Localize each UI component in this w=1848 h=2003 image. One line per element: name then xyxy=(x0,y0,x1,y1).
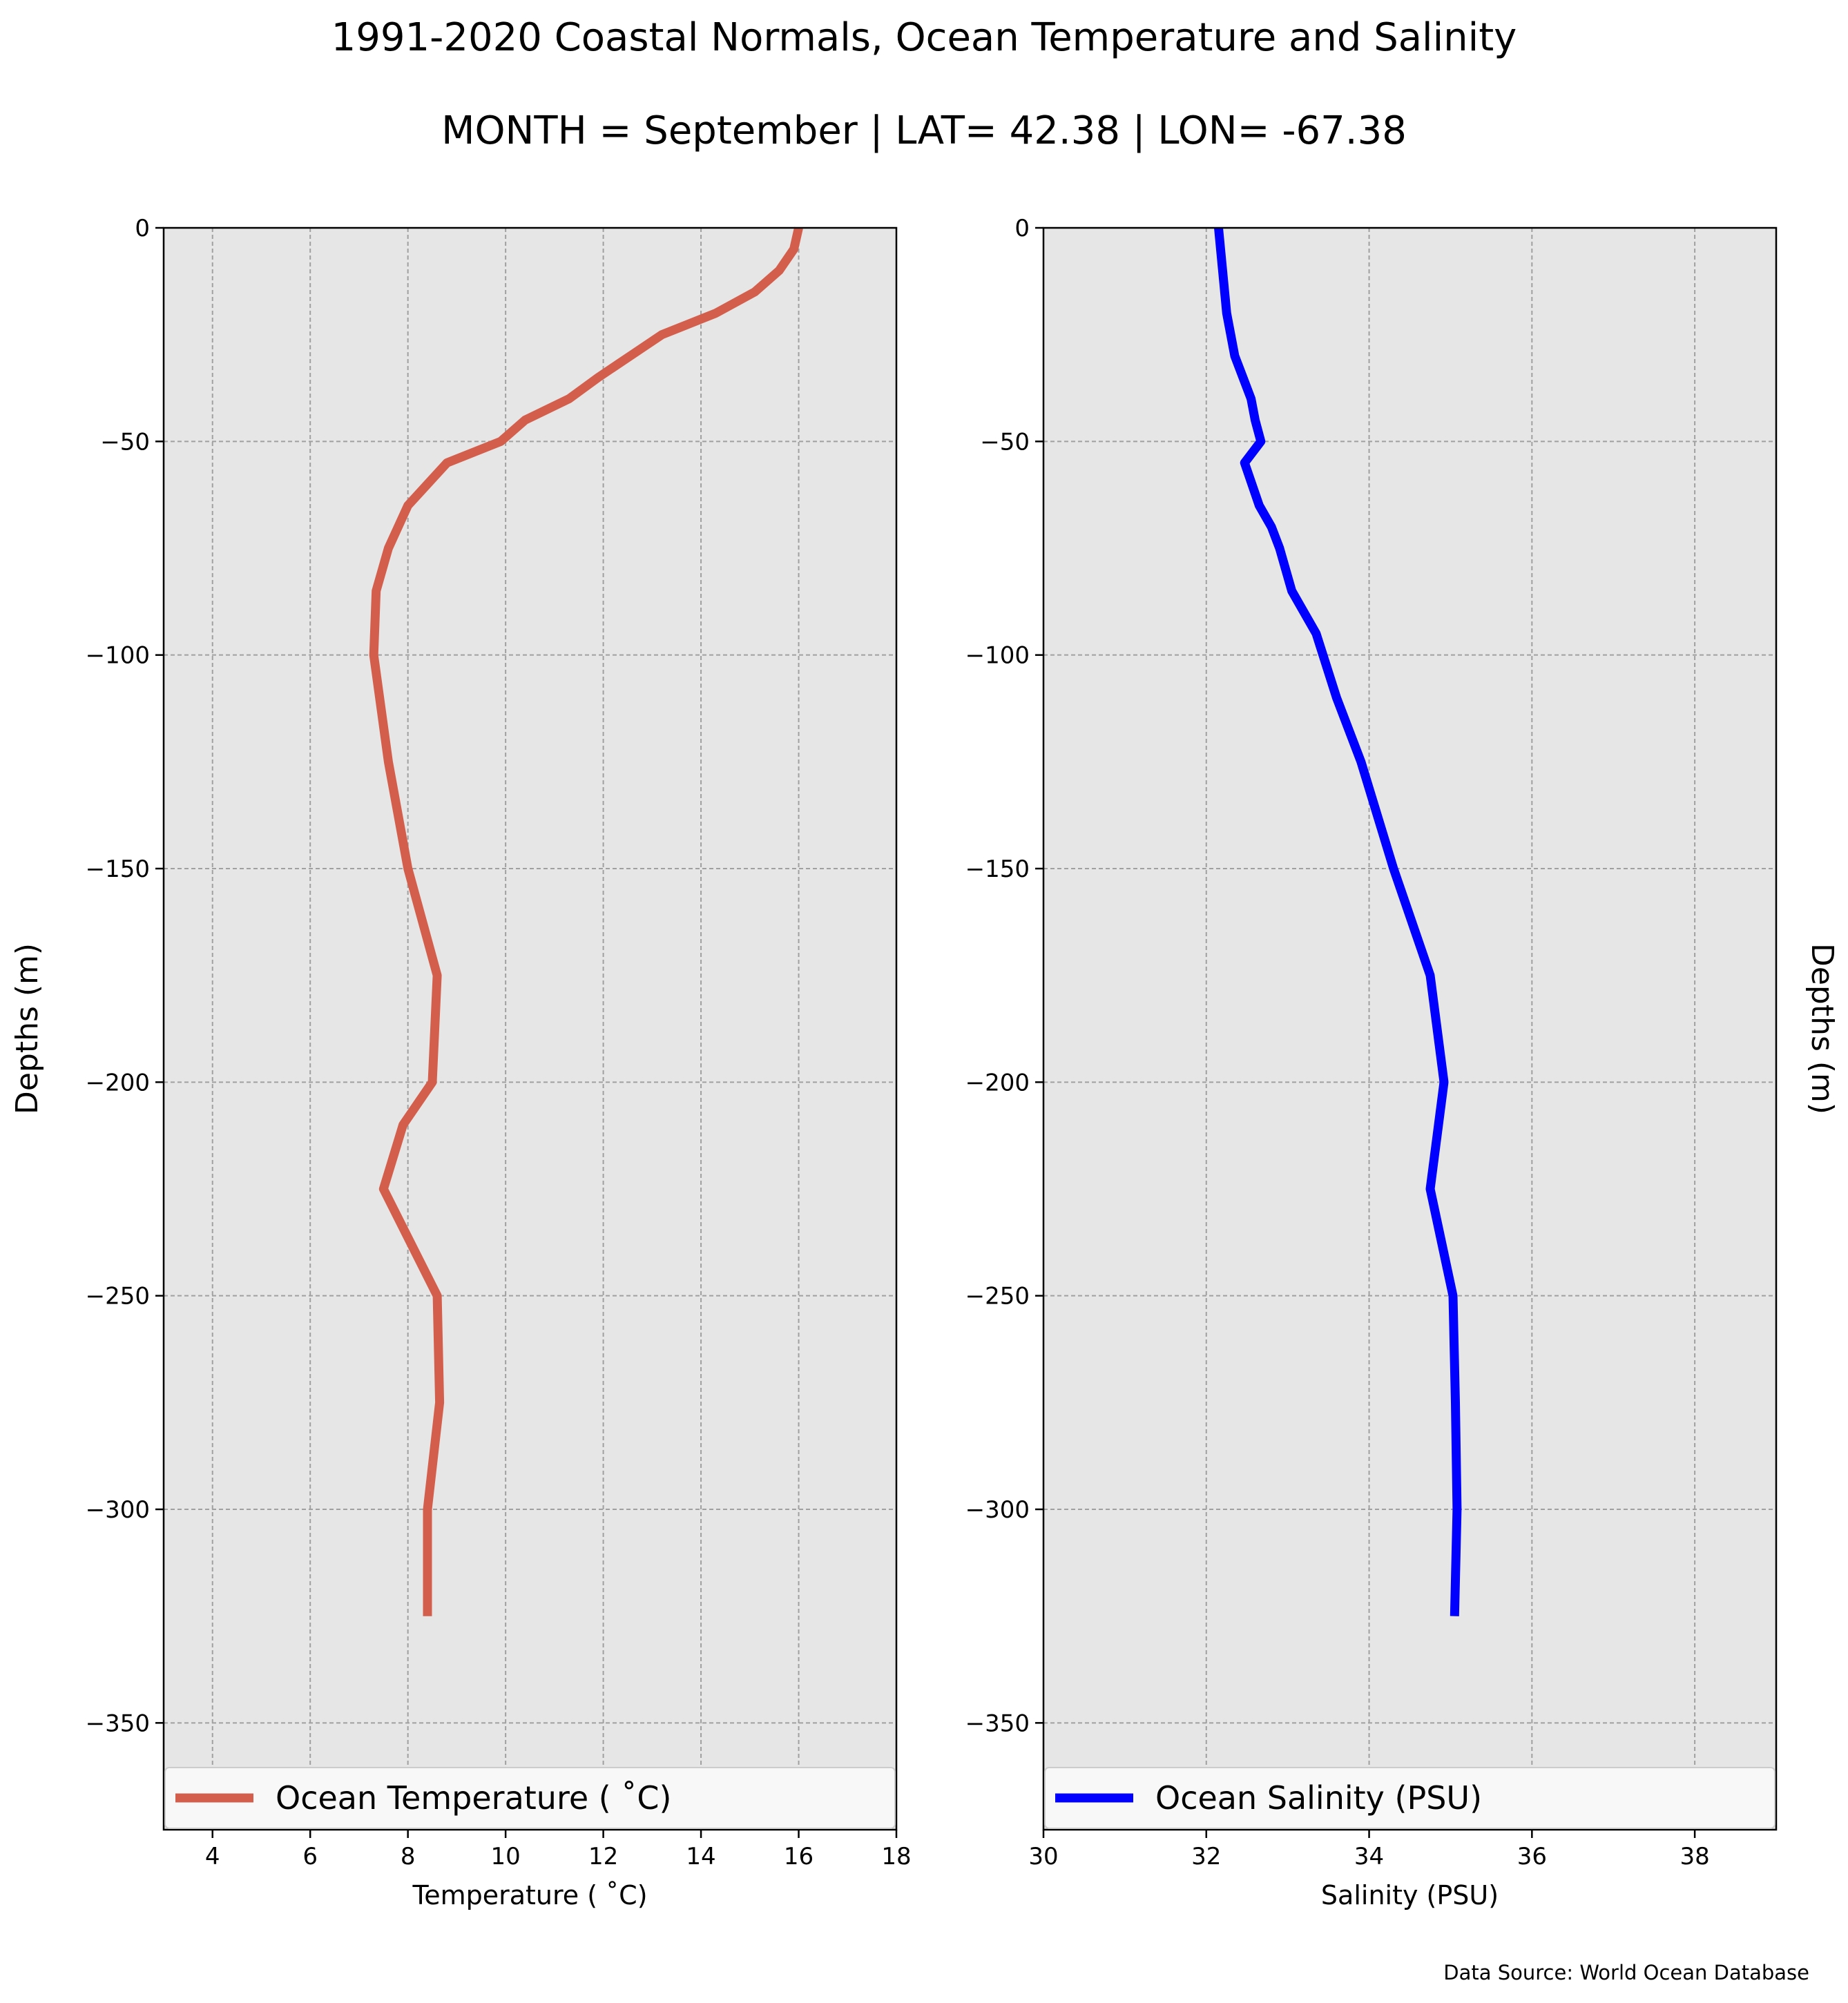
x-tick-label: 6 xyxy=(302,1843,318,1870)
salinity-panel: 0 −50 −100 −150 −200 −250 −300 −350 30 32 34 36 38 Sa… xyxy=(965,215,1840,1910)
y-tick-label: −250 xyxy=(965,1283,1030,1310)
y-tick-label: −300 xyxy=(965,1496,1030,1524)
legend-box xyxy=(1044,1767,1775,1829)
salinity-y-axis-label: Depths (m) xyxy=(1804,943,1840,1114)
y-tick-label: 0 xyxy=(1014,215,1030,242)
salinity-x-axis-label: Salinity (PSU) xyxy=(1321,1880,1499,1910)
data-source-note: Data Source: World Ocean Database xyxy=(1443,1961,1809,1984)
salinity-legend: Ocean Salinity (PSU) xyxy=(1044,1767,1775,1829)
y-tick-label: −200 xyxy=(86,1069,150,1096)
x-tick-label: 18 xyxy=(881,1843,911,1870)
y-tick-label: −300 xyxy=(86,1496,150,1524)
chart-subtitle: MONTH = September | LAT= 42.38 | LON= -6… xyxy=(441,108,1407,153)
x-tick-label: 14 xyxy=(686,1843,715,1870)
y-tick-label: −50 xyxy=(980,428,1030,456)
y-tick-label: 0 xyxy=(135,215,150,242)
salinity-plot-area xyxy=(1043,228,1776,1830)
x-tick-label: 32 xyxy=(1191,1843,1221,1870)
legend-label: Ocean Salinity (PSU) xyxy=(1155,1779,1482,1817)
x-tick-label: 36 xyxy=(1517,1843,1547,1870)
x-tick-label: 8 xyxy=(401,1843,416,1870)
y-tick-label: −200 xyxy=(965,1069,1030,1096)
x-tick-label: 16 xyxy=(784,1843,814,1870)
temperature-y-axis-label: Depths (m) xyxy=(10,943,45,1114)
x-tick-label: 10 xyxy=(491,1843,521,1870)
x-tick-label: 34 xyxy=(1354,1843,1384,1870)
salinity-axes-frame xyxy=(1042,226,1778,1831)
temperature-axes-frame xyxy=(162,226,898,1831)
y-tick-label: −250 xyxy=(86,1283,150,1310)
temperature-series-line xyxy=(369,226,803,1616)
legend-box xyxy=(164,1767,896,1829)
y-tick-label: −100 xyxy=(86,642,150,670)
x-tick-label: 38 xyxy=(1679,1843,1709,1870)
y-tick-label: −150 xyxy=(86,855,150,883)
chart-title: 1991-2020 Coastal Normals, Ocean Tempera… xyxy=(331,15,1517,60)
y-tick-label: −150 xyxy=(965,855,1030,883)
temperature-legend: Ocean Temperature ( ˚C) xyxy=(164,1767,896,1829)
x-tick-label: 4 xyxy=(205,1843,220,1870)
temperature-x-axis-label: Temperature ( ˚C) xyxy=(412,1880,647,1910)
salinity-series-line xyxy=(1214,227,1462,1616)
y-tick-label: −350 xyxy=(965,1710,1030,1737)
x-tick-label: 12 xyxy=(588,1843,618,1870)
temperature-panel: 0 −50 −100 −150 −200 −250 −300 −350 4 6 8 10 12 14 16 1… xyxy=(10,215,912,1910)
y-tick-label: −100 xyxy=(965,642,1030,670)
y-tick-label: −50 xyxy=(100,428,150,456)
legend-label: Ocean Temperature ( ˚C) xyxy=(276,1779,671,1817)
x-tick-label: 30 xyxy=(1028,1843,1058,1870)
temperature-plot-area xyxy=(164,228,896,1830)
y-tick-label: −350 xyxy=(86,1710,150,1737)
